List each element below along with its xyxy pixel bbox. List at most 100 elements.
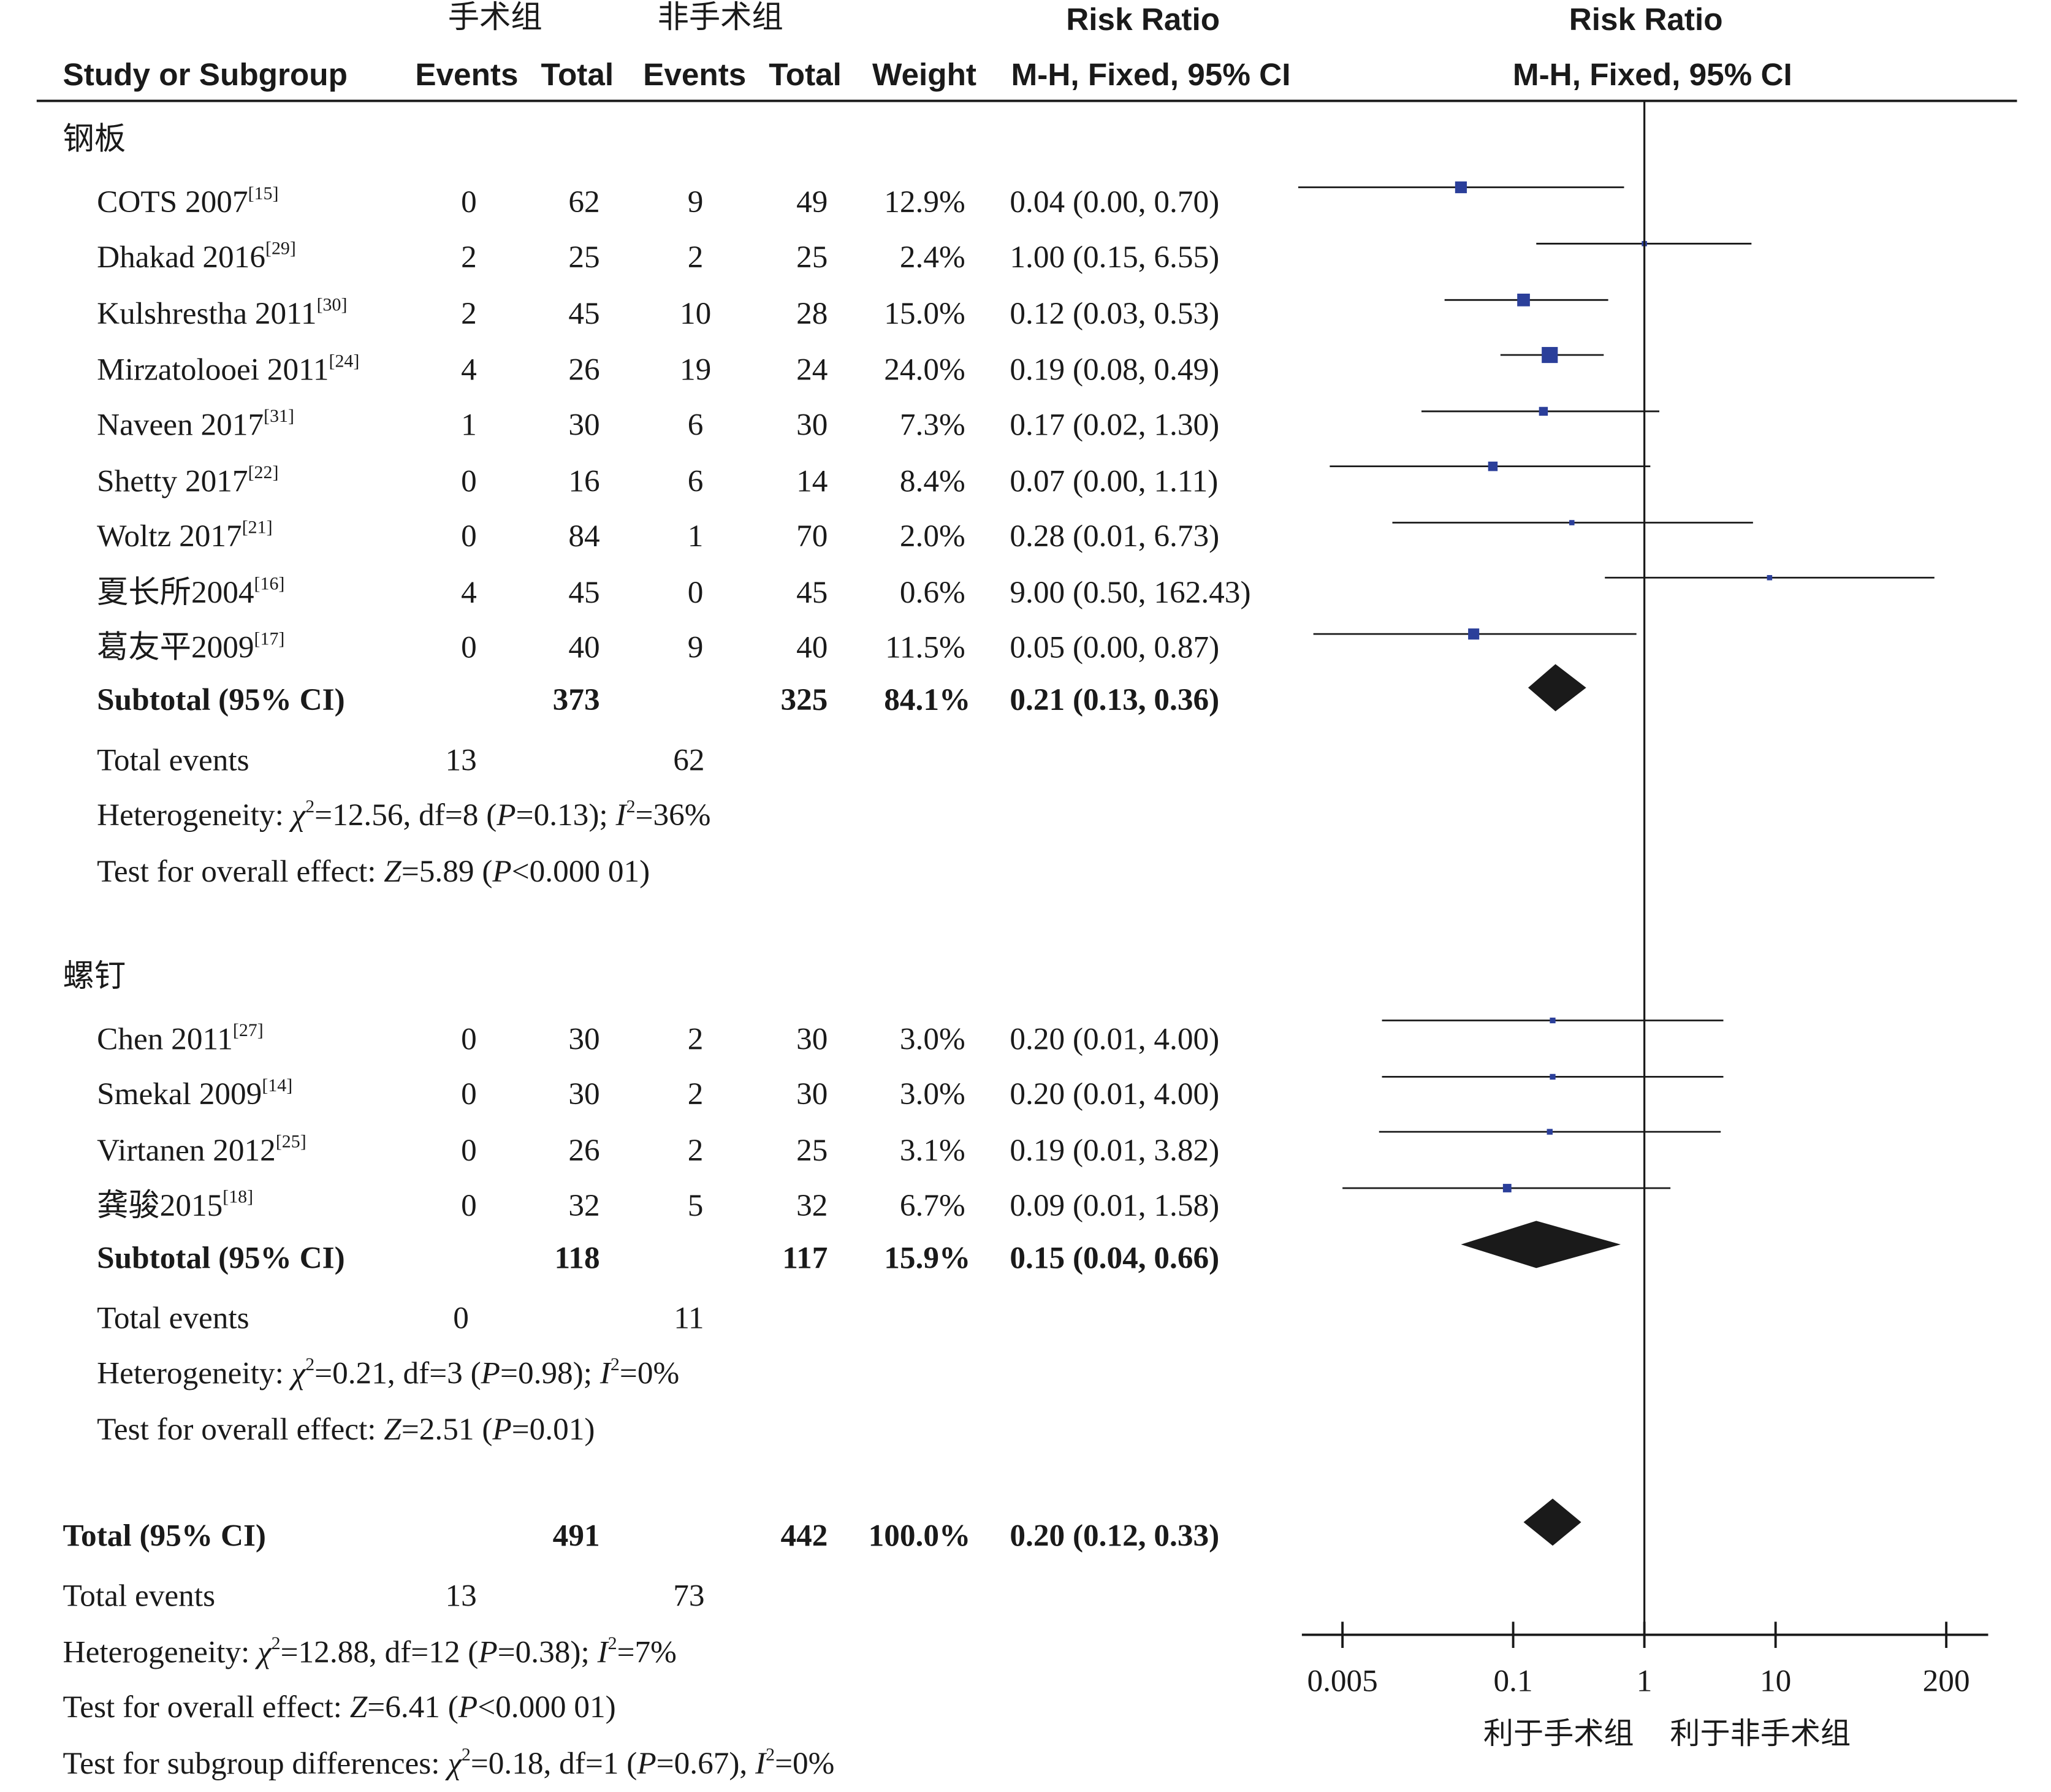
heterogeneity-stat: Heterogeneity: χ2=0.21, df=3 (P=0.98); I… — [97, 1355, 680, 1392]
study-label: Mirzatolooei 2011[24] — [97, 353, 359, 386]
weight-value: 7.3% — [899, 408, 965, 443]
overall-effect-stat-symbol: P — [492, 1413, 512, 1448]
overall-heterogeneity-stat-symbol: χ2 — [257, 1634, 281, 1671]
subtotal-label: Subtotal (95% CI) — [97, 684, 345, 718]
overall-effect-test-part: =6.41 ( — [367, 1691, 459, 1726]
subtotal-ci: 0.21 (0.13, 0.36) — [1010, 684, 1220, 718]
study-name: Shetty 2017 — [97, 465, 248, 500]
weight-value: 6.7% — [899, 1189, 965, 1224]
heterogeneity-stat-part: =12.56, df=8 ( — [314, 799, 497, 833]
header-total1: Total — [541, 58, 614, 93]
effect-square — [1488, 461, 1498, 471]
overall-heterogeneity-stat-part: =0.38); — [497, 1636, 598, 1671]
heterogeneity-stat-symbol: χ2 — [291, 1355, 315, 1392]
weight-value: 3.1% — [899, 1134, 965, 1169]
effect-square — [1550, 1073, 1556, 1080]
subgroup-differences-stat-symbol: I2 — [755, 1746, 775, 1782]
heterogeneity-stat-symbol: χ2 — [291, 798, 315, 833]
total-surgery: 30 — [568, 408, 600, 443]
events-nonsurgery: 2 — [687, 1078, 704, 1113]
weight-value: 3.0% — [899, 1078, 965, 1113]
subgroup-differences-stat-part: =0.18, df=1 ( — [470, 1747, 637, 1782]
total-surgery: 26 — [568, 1134, 600, 1169]
subtotal-weight: 84.1% — [884, 684, 971, 718]
weight-value: 0.6% — [899, 576, 965, 611]
total-surgery: 32 — [568, 1189, 600, 1224]
x-tick-label: 0.1 — [1494, 1663, 1533, 1698]
overall-heterogeneity-stat-part: =12.88, df=12 ( — [280, 1636, 479, 1671]
ci-value: 1.00 (0.15, 6.55) — [1010, 241, 1220, 275]
overall-effect-stat: Test for overall effect: Z=2.51 (P=0.01) — [97, 1415, 595, 1446]
header-plot-title: Risk Ratio — [1569, 2, 1723, 38]
total-events-surgery: 0 — [453, 1302, 469, 1336]
header-plot-method: M-H, Fixed, 95% CI — [1512, 58, 1792, 93]
x-label-favours-nonsurgery: 利于非手术组 — [1670, 1715, 1851, 1751]
header-rr-method: M-H, Fixed, 95% CI — [1011, 58, 1291, 93]
subgroup-heading: 钢板 — [63, 121, 126, 158]
events-nonsurgery: 9 — [687, 186, 704, 220]
subgroup-differences-stat-part: Test for subgroup differences: — [63, 1747, 448, 1782]
study-name: COTS 2007 — [97, 186, 248, 220]
study-reference: [15] — [248, 185, 279, 205]
study-label: Chen 2011[27] — [97, 1023, 264, 1058]
effect-square — [1569, 520, 1575, 525]
events-nonsurgery: 2 — [687, 1023, 704, 1058]
total-nonsurgery: 25 — [796, 241, 828, 275]
total-nonsurgery: 49 — [796, 186, 828, 220]
heterogeneity-stat-part: =0.98); — [500, 1357, 600, 1392]
events-surgery: 4 — [461, 353, 477, 388]
total-events-label: Total events — [97, 744, 249, 779]
weight-value: 12.9% — [884, 186, 965, 220]
overall-effect-stat-part: Test for overall effect: — [97, 855, 384, 890]
study-reference: [25] — [275, 1133, 306, 1153]
events-surgery: 0 — [461, 1189, 477, 1224]
heterogeneity-stat-symbol: P — [481, 1357, 501, 1392]
total-nonsurgery: 30 — [796, 408, 828, 443]
heterogeneity-stat-part: =0% — [619, 1357, 680, 1392]
x-tick-label: 200 — [1923, 1663, 1970, 1698]
events-surgery: 0 — [461, 1078, 477, 1113]
study-reference: [18] — [223, 1188, 254, 1208]
events-surgery: 0 — [461, 1023, 477, 1058]
events-nonsurgery: 2 — [687, 241, 704, 275]
study-name: Chen 2011 — [97, 1023, 233, 1058]
header-events2: Events — [643, 58, 747, 93]
subtotal-diamond — [1461, 1221, 1621, 1268]
effect-square — [1767, 575, 1773, 581]
heterogeneity-stat-part: Heterogeneity: — [97, 799, 292, 833]
total-events-surgery: 13 — [445, 744, 477, 779]
total-surgery: 62 — [568, 186, 600, 220]
study-name: 夏长所2004 — [97, 576, 254, 611]
overall-heterogeneity-stat-symbol: P — [478, 1636, 498, 1671]
overall-heterogeneity-stat-part: Heterogeneity: — [63, 1636, 258, 1671]
study-label: Shetty 2017[22] — [97, 464, 278, 500]
total-surgery: 45 — [568, 297, 600, 332]
study-label: Kulshrestha 2011[30] — [97, 297, 347, 330]
subtotal-weight: 15.9% — [884, 1241, 971, 1276]
subtotal-ci: 0.15 (0.04, 0.66) — [1010, 1241, 1220, 1276]
events-nonsurgery: 2 — [687, 1134, 704, 1169]
events-nonsurgery: 6 — [687, 465, 704, 500]
effect-square — [1542, 346, 1558, 364]
effect-square — [1550, 1017, 1556, 1024]
events-surgery: 0 — [461, 465, 477, 500]
events-surgery: 0 — [461, 1134, 477, 1169]
total-surgery: 30 — [568, 1078, 600, 1113]
study-label: COTS 2007[15] — [97, 185, 279, 220]
study-reference: [17] — [254, 630, 285, 650]
overall-total-events-label: Total events — [63, 1579, 216, 1614]
subtotal-total-nonsurgery: 117 — [782, 1241, 828, 1276]
heterogeneity-stat-symbol: P — [497, 799, 516, 833]
events-nonsurgery: 6 — [687, 408, 704, 443]
total-weight: 100.0% — [868, 1519, 971, 1554]
total-events-nonsurgery: 62 — [673, 744, 705, 779]
ci-value: 0.20 (0.01, 4.00) — [1010, 1023, 1220, 1058]
header-rr-title: Risk Ratio — [1066, 2, 1220, 38]
weight-value: 2.0% — [899, 520, 965, 554]
header-total2: Total — [769, 58, 842, 93]
heterogeneity-stat: Heterogeneity: χ2=12.56, df=8 (P=0.13); … — [97, 798, 710, 833]
subgroup-differences-stat: Test for subgroup differences: χ2=0.18, … — [63, 1746, 835, 1782]
total-surgery: 25 — [568, 241, 600, 275]
study-label: Woltz 2017[21] — [97, 519, 272, 552]
